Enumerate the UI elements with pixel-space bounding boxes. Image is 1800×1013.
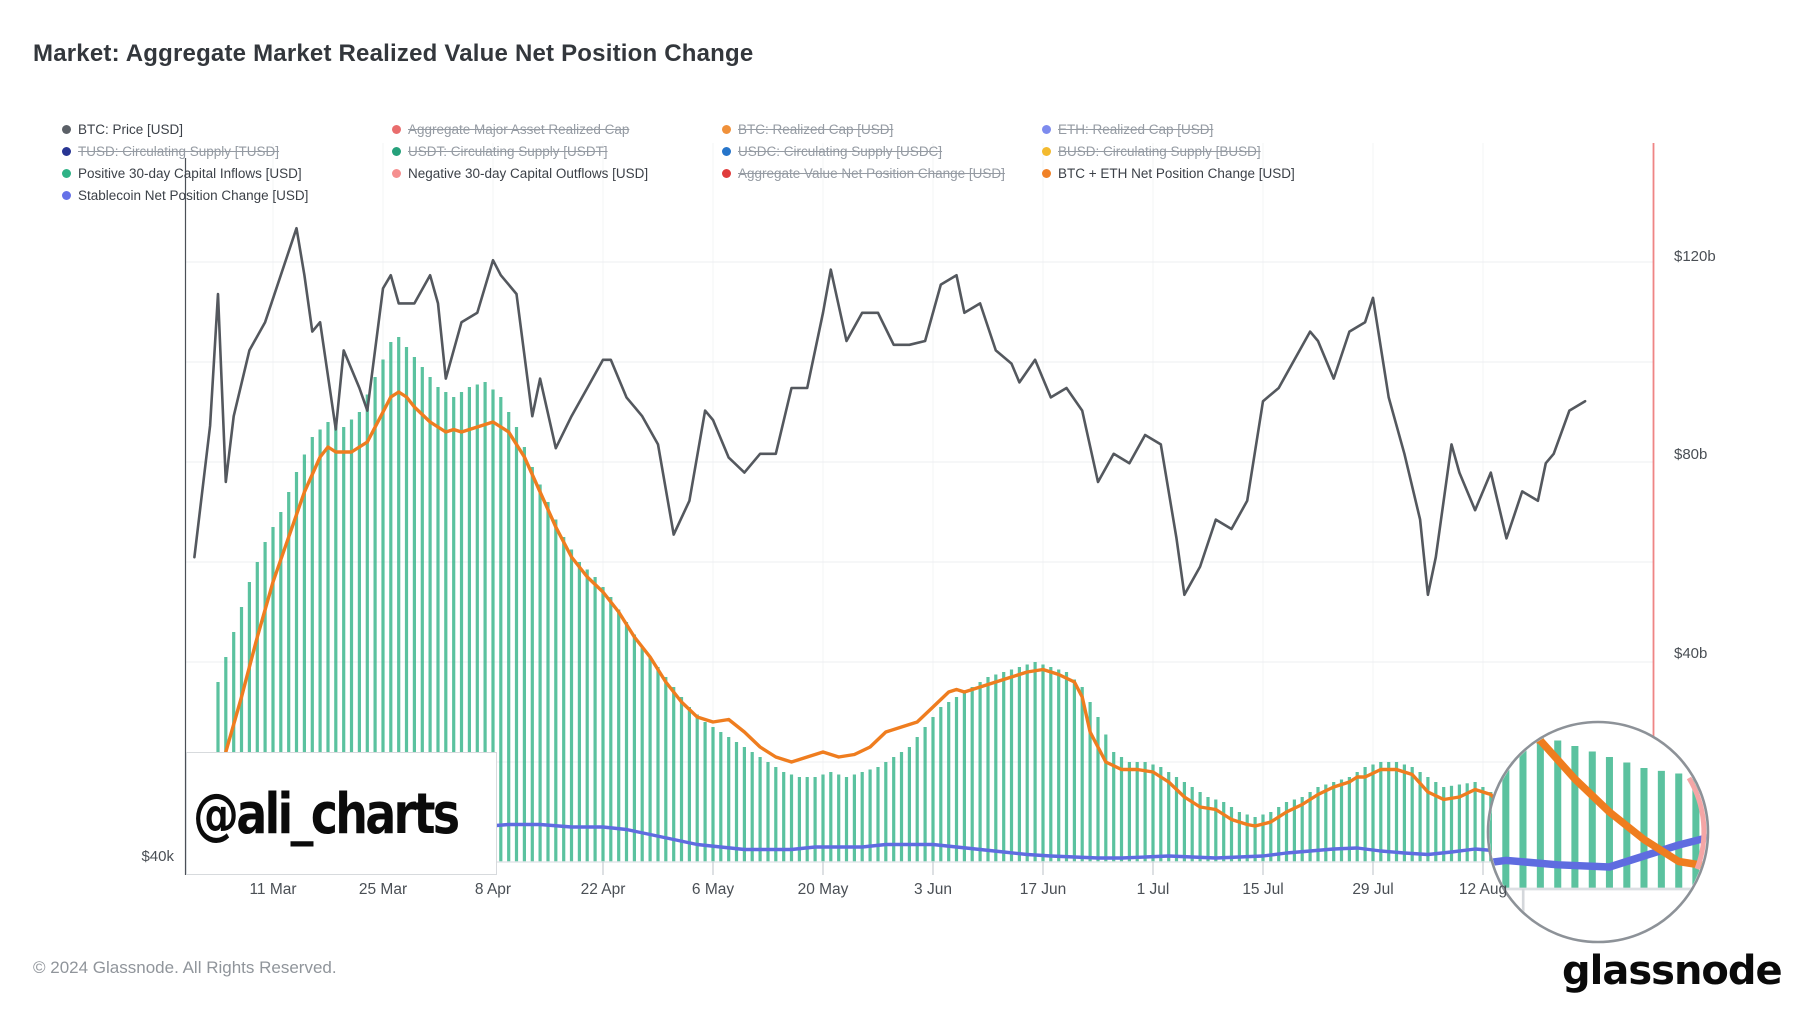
legend-dot-icon [722,146,731,156]
lens-border [1486,720,1710,944]
legend-item-stablecoin-net-position-change-usd[interactable]: Stablecoin Net Position Change [USD] [62,185,308,205]
right-axis-tick-label: $120b [1674,248,1716,265]
x-axis-tick-label: 3 Jun [914,881,952,898]
legend-item-usdc-circulating-supply-usdc[interactable]: USDC: Circulating Supply [USDC] [722,141,942,161]
magnifier-lens [1486,720,1710,944]
legend-item-label: Aggregate Major Asset Realized Cap [408,121,630,137]
page-title: Market: Aggregate Market Realized Value … [33,40,754,67]
legend-item-aggregate-major-asset-realized-cap[interactable]: Aggregate Major Asset Realized Cap [392,119,629,139]
legend-item-tusd-circulating-supply-tusd[interactable]: TUSD: Circulating Supply [TUSD] [62,141,279,161]
legend-item-positive-30-day-capital-inflows-usd[interactable]: Positive 30-day Capital Inflows [USD] [62,163,302,183]
legend-dot-icon [722,124,731,134]
x-axis-tick-label: 12 Aug [1458,881,1508,898]
legend-dot-icon [62,168,71,178]
watermark-text: @ali_charts [193,781,460,846]
x-axis-tick-label: 11 Mar [249,881,297,898]
legend-item-negative-30-day-capital-outflows-usd[interactable]: Negative 30-day Capital Outflows [USD] [392,163,648,183]
stablecoin-npc-line [192,822,1587,860]
x-axis-tick-label: 17 Jun [1019,881,1067,898]
lens-magnified-axis-arc [1686,776,1707,870]
x-axis-tick-label: 8 Apr [474,881,512,898]
legend-dot-icon [62,146,71,156]
legend-item-label: Aggregate Value Net Position Change [USD… [738,165,1005,181]
glassnode-logo: glassnode [1562,948,1783,994]
legend-dot-icon [1042,146,1051,156]
legend-item-label: ETH: Realized Cap [USD] [1058,121,1214,137]
legend-dot-icon [392,146,401,156]
btc-eth-npc-line [192,390,1587,854]
right-axis-tick-label: $80b [1674,446,1708,463]
copyright-text: © 2024 Glassnode. All Rights Reserved. [33,958,337,977]
legend-dot-icon [62,124,71,134]
legend-item-eth-realized-cap-usd[interactable]: ETH: Realized Cap [USD] [1042,119,1213,139]
legend-dot-icon [392,124,401,134]
legend-item-btc-realized-cap-usd[interactable]: BTC: Realized Cap [USD] [722,119,893,139]
legend-dot-icon [1042,124,1051,134]
x-axis-tick-label: 15 Jul [1242,881,1284,898]
legend-item-label: USDT: Circulating Supply [USDT] [408,143,608,159]
x-axis-tick-label: 29 Jul [1352,881,1394,898]
legend-item-label: BTC + ETH Net Position Change [USD] [1058,165,1295,181]
legend-item-label: Positive 30-day Capital Inflows [USD] [78,165,302,181]
watermark-box: @ali_charts [186,752,497,875]
legend-item-label: Stablecoin Net Position Change [USD] [78,187,309,203]
legend-dot-icon [392,168,401,178]
legend-item-btc-price-usd[interactable]: BTC: Price [USD] [62,119,183,139]
x-axis-tick-label: 1 Jul [1136,881,1170,898]
legend-item-label: Negative 30-day Capital Outflows [USD] [408,165,649,181]
right-axis-tick-label: $40b [1674,645,1708,662]
legend-dot-icon [722,168,731,178]
legend-item-label: BTC: Price [USD] [78,121,184,137]
legend-item-label: TUSD: Circulating Supply [TUSD] [78,143,280,159]
x-axis-tick-label: 25 Mar [358,881,408,898]
legend-dot-icon [1042,168,1051,178]
legend-item-label: BTC: Realized Cap [USD] [738,121,894,137]
inflow-bars [216,337,1587,863]
left-axis-tick-label: $40k [141,848,174,865]
legend-dot-icon [62,190,71,200]
legend-item-label: BUSD: Circulating Supply [BUSD] [1058,143,1261,159]
x-axis-tick-label: 20 May [797,881,849,898]
btc-price-line [193,226,1587,597]
legend-item-busd-circulating-supply-busd[interactable]: BUSD: Circulating Supply [BUSD] [1042,141,1261,161]
x-axis-tick-label: 6 May [691,881,735,898]
legend-item-usdt-circulating-supply-usdt[interactable]: USDT: Circulating Supply [USDT] [392,141,608,161]
legend-item-aggregate-value-net-position-change-usd[interactable]: Aggregate Value Net Position Change [USD… [722,163,1005,183]
legend-item-btc-eth-net-position-change-usd[interactable]: BTC + ETH Net Position Change [USD] [1042,163,1295,183]
x-axis-tick-label: 22 Apr [580,881,626,898]
legend-item-label: USDC: Circulating Supply [USDC] [738,143,943,159]
